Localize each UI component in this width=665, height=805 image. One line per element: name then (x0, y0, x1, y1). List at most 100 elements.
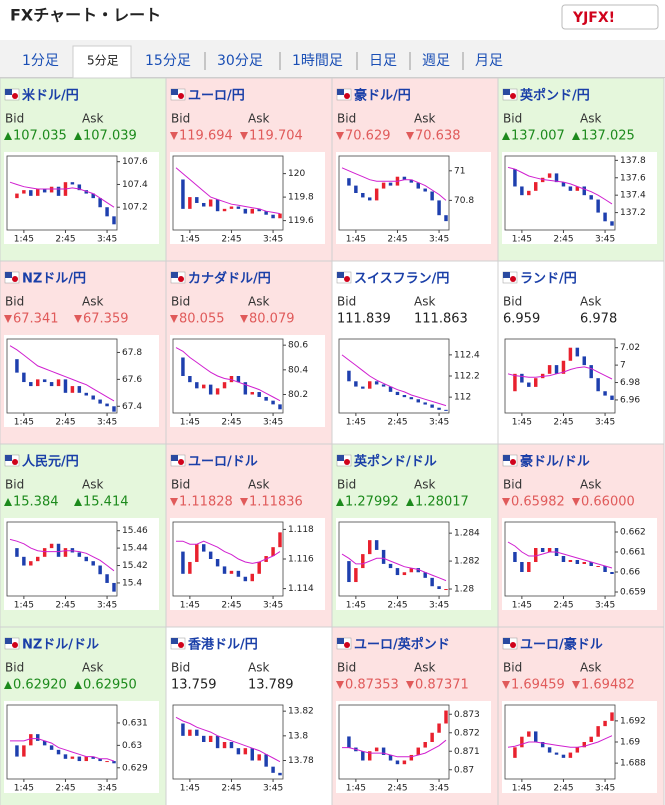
candle (381, 182, 386, 189)
candle (202, 384, 206, 389)
candle (430, 732, 434, 742)
tab[interactable]: 1分足 (22, 53, 59, 69)
candle (534, 731, 538, 742)
trend-arrow (572, 132, 580, 140)
pair-name[interactable]: 英ポンド/ドル (353, 454, 437, 470)
pair-name[interactable]: 香港ドル/円 (187, 637, 258, 653)
candle (98, 399, 102, 404)
plot-frame (6, 704, 118, 780)
candle (444, 589, 448, 591)
y-tick-label: 112.2 (454, 372, 480, 382)
ask-value: 1.69482 (581, 678, 635, 693)
candle (381, 747, 386, 755)
pair-name[interactable]: 米ドル/円 (22, 88, 79, 104)
tab[interactable]: 月足 (475, 53, 503, 69)
pair-name[interactable]: スイスフラン/円 (354, 272, 449, 287)
bid-label: Bid (503, 661, 522, 675)
tab[interactable]: 1時間足 (292, 53, 343, 69)
x-tick-label: 2:45 (553, 235, 573, 245)
moving-average (507, 166, 613, 205)
x-tick-label: 2:45 (387, 418, 407, 428)
pair-name[interactable]: ユーロ/円 (188, 89, 245, 104)
candle (195, 544, 199, 562)
pair-name[interactable]: ランド/円 (520, 272, 577, 287)
pair-name[interactable]: 人民元/円 (22, 454, 79, 470)
candle (70, 756, 75, 759)
candle (388, 386, 393, 392)
x-tick-label: 2:45 (387, 784, 407, 794)
ask-label: Ask (82, 112, 103, 126)
tab[interactable]: 週足 (422, 53, 450, 69)
x-tick-label: 3:45 (429, 601, 449, 611)
y-tick-label: 107.6 (122, 157, 148, 167)
y-tick-label: 0.873 (454, 710, 480, 720)
y-tick-label: 119.8 (288, 193, 314, 203)
y-tick-label: 7.02 (620, 343, 640, 353)
logo[interactable]: YJFX! (572, 10, 615, 26)
candle (105, 574, 109, 583)
candle (554, 173, 559, 183)
tab[interactable]: 日足 (369, 53, 397, 69)
candle (271, 766, 275, 773)
candle (229, 206, 234, 209)
y-tick-label: 0.631 (122, 718, 148, 728)
y-tick-label: 1.116 (288, 555, 314, 565)
pair-name[interactable]: NZドル/ドル (22, 638, 99, 653)
pair-name[interactable]: ユーロ/英ポンド (354, 637, 450, 653)
pair-name[interactable]: NZドル/円 (22, 272, 86, 287)
candle (257, 208, 261, 212)
flag-icon-part (337, 455, 344, 461)
chart-box (336, 701, 491, 793)
candle (15, 193, 19, 199)
pair-name[interactable]: 豪ドル/円 (354, 88, 411, 104)
ask-label: Ask (248, 112, 269, 126)
chart-box (502, 152, 657, 244)
candle (561, 182, 566, 187)
pair-name[interactable]: 英ポンド/円 (519, 88, 590, 104)
ask-label: Ask (580, 478, 601, 492)
candle (98, 198, 102, 208)
candle (56, 379, 61, 387)
ask-value: 70.638 (415, 129, 461, 144)
bid-label: Bid (5, 295, 24, 309)
candle (91, 561, 95, 566)
tab[interactable]: 15分足 (145, 53, 191, 69)
candle (49, 382, 54, 387)
flag-icon-part (12, 93, 18, 99)
candle (423, 742, 427, 748)
candle (91, 756, 95, 759)
bid-value: 0.87353 (345, 678, 399, 693)
candle (188, 376, 192, 383)
x-tick-label: 3:45 (595, 601, 615, 611)
x-tick-label: 3:45 (595, 784, 615, 794)
trend-arrow (74, 132, 82, 140)
bid-value: 1.69459 (511, 678, 565, 693)
candle (257, 392, 261, 397)
y-tick-label: 13.82 (288, 707, 314, 717)
y-tick-label: 67.8 (122, 348, 142, 358)
flag-icon-part (344, 642, 350, 648)
pair-name[interactable]: カナダドル/円 (188, 271, 271, 287)
y-tick-label: 119.6 (288, 216, 314, 226)
candle (388, 754, 393, 761)
candle (91, 395, 95, 400)
candle (63, 379, 68, 393)
y-tick-label: 13.78 (288, 756, 314, 766)
candle (22, 556, 26, 566)
candle (374, 381, 379, 385)
pair-name[interactable]: 豪ドル/ドル (520, 454, 590, 470)
pair-name[interactable]: ユーロ/ドル (188, 455, 258, 470)
tab[interactable]: 30分足 (217, 53, 263, 69)
pair-name[interactable]: ユーロ/豪ドル (520, 637, 603, 653)
plot-frame (504, 155, 616, 231)
chart-box (336, 152, 491, 244)
moving-average (9, 181, 115, 208)
candle (188, 197, 192, 209)
candle (264, 396, 268, 401)
tab[interactable]: 5分足 (87, 54, 119, 68)
x-tick-label: 2:45 (55, 601, 75, 611)
candle (589, 195, 593, 200)
candle (409, 754, 414, 761)
logo-box[interactable] (561, 4, 659, 30)
moving-average (9, 345, 115, 402)
